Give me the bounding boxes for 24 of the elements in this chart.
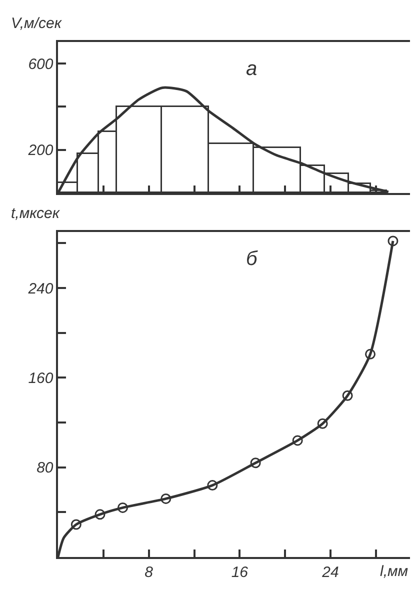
- y-tick-label: 200: [27, 142, 54, 160]
- y-tick-label: 600: [28, 56, 54, 73]
- annotation: а: [246, 58, 258, 80]
- point: [342, 390, 353, 401]
- point: [292, 435, 303, 446]
- point: [160, 493, 172, 504]
- y-tick-label: 240: [27, 280, 54, 298]
- x-tick-label: 8: [144, 564, 154, 581]
- point: [365, 348, 376, 360]
- point: [388, 236, 398, 246]
- y-tick-label: 160: [28, 370, 54, 387]
- point: [250, 458, 261, 468]
- y-axis-title: V,м/сек: [11, 15, 62, 32]
- point: [317, 418, 328, 429]
- x-tick-label: 24: [321, 564, 339, 581]
- x-tick-label: 16: [231, 564, 249, 581]
- x-axis-title: l,мм: [380, 563, 408, 580]
- point: [207, 480, 218, 491]
- point: [117, 502, 128, 513]
- annotation: б: [246, 248, 258, 270]
- y-axis-title: t,мксек: [11, 205, 60, 222]
- point: [94, 509, 106, 520]
- y-tick-label: 80: [36, 460, 54, 477]
- point: [70, 519, 82, 530]
